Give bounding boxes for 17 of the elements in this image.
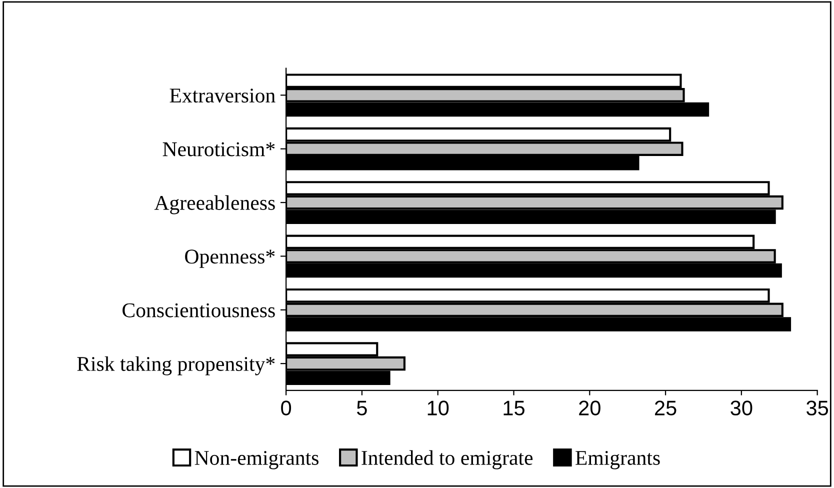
y-tick-label: Risk taking propensity* [77,356,275,376]
y-tick-label: Agreeableness [154,195,275,214]
legend-label: Emigrants [576,450,660,470]
legend-label: Non-emigrants [194,450,318,470]
y-tick-label: Neuroticism* [162,142,275,156]
x-tick-label: 35 [806,400,828,416]
x-tick-label: 25 [654,400,676,416]
y-tick-label: Extraversion [170,88,276,103]
legend-label: Intended to emigrate [362,450,533,470]
x-tick-label: 5 [356,400,367,416]
x-tick-label: 15 [504,400,524,416]
y-tick-label: Conscientiousness [122,303,275,318]
x-tick-label: 10 [428,400,449,416]
y-tick-label: Openness* [185,250,275,268]
x-tick-label: 20 [579,400,600,416]
x-tick-label: 0 [281,400,292,416]
x-tick-label: 30 [730,400,752,416]
